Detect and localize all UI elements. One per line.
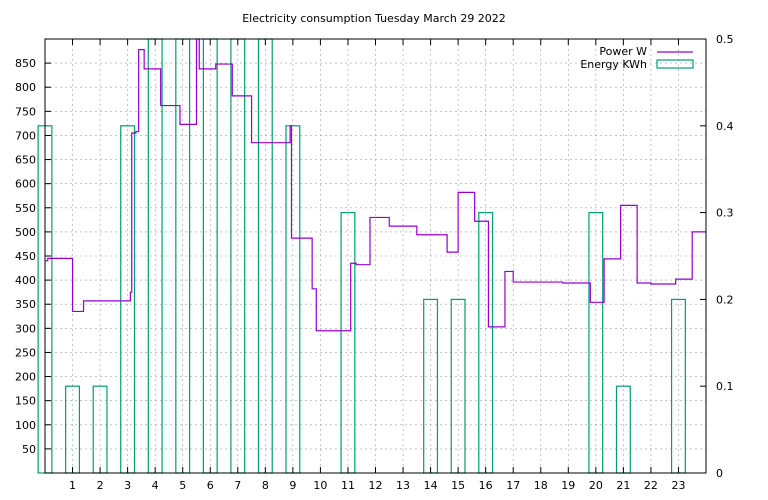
- y-right-tick-label: 0.4: [716, 120, 734, 133]
- y-left-tick-label: 50: [22, 443, 36, 456]
- x-tick-label: 3: [124, 479, 131, 492]
- x-tick-label: 1: [69, 479, 76, 492]
- x-tick-label: 10: [313, 479, 327, 492]
- y-left-tick-label: 200: [15, 371, 36, 384]
- power-line: [45, 38, 706, 332]
- y-left-tick-label: 250: [15, 346, 36, 359]
- x-tick-label: 9: [289, 479, 296, 492]
- legend-swatch-energy: [656, 59, 694, 69]
- y-left-tick-label: 450: [15, 250, 36, 263]
- x-tick-label: 22: [644, 479, 658, 492]
- x-tick-label: 18: [534, 479, 548, 492]
- x-tick-label: 15: [451, 479, 465, 492]
- x-tick-label: 5: [179, 479, 186, 492]
- y-right-tick-label: 0.1: [716, 380, 734, 393]
- x-tick-label: 13: [396, 479, 410, 492]
- grid: [45, 39, 706, 473]
- y-left-tick-label: 700: [15, 129, 36, 142]
- legend-label-power: Power W: [599, 45, 647, 58]
- x-tick-label: 16: [479, 479, 493, 492]
- x-tick-label: 20: [589, 479, 603, 492]
- y-left-tick-label: 400: [15, 274, 36, 287]
- y-left-tick-label: 300: [15, 322, 36, 335]
- y-right-tick-label: 0.2: [716, 293, 734, 306]
- x-tick-label: 6: [207, 479, 214, 492]
- x-tick-label: 11: [341, 479, 355, 492]
- y-right-tick-label: 0.5: [716, 33, 734, 46]
- y-left-tick-label: 750: [15, 105, 36, 118]
- y-left-tick-label: 350: [15, 298, 36, 311]
- energy-bar: [588, 212, 604, 474]
- y-left-tick-label: 500: [15, 226, 36, 239]
- y-left-tick-label: 800: [15, 81, 36, 94]
- axes: 1 2 3 4 5 6 7 8 9 10 11 12 13 14 15 16 17 18 19 20 21 22 23501…: [15, 33, 734, 492]
- x-tick-label: 8: [262, 479, 269, 492]
- y-left-tick-label: 850: [15, 57, 36, 70]
- y-left-tick-label: 550: [15, 202, 36, 215]
- x-tick-label: 7: [234, 479, 241, 492]
- y-right-tick-label: 0: [716, 467, 723, 480]
- y-left-tick-label: 600: [15, 178, 36, 191]
- y-left-tick-label: 650: [15, 154, 36, 167]
- energy-bar: [340, 212, 356, 474]
- y-left-tick-label: 150: [15, 395, 36, 408]
- x-tick-label: 4: [152, 479, 159, 492]
- y-left-tick-label: 100: [15, 419, 36, 432]
- power-w-series: [45, 38, 706, 332]
- legend-label-energy: Energy KWh: [580, 58, 647, 71]
- x-tick-label: 23: [671, 479, 685, 492]
- energy-bar: [478, 212, 494, 474]
- y-right-tick-label: 0.3: [716, 207, 734, 220]
- x-tick-label: 12: [369, 479, 383, 492]
- x-tick-label: 17: [506, 479, 520, 492]
- x-tick-label: 19: [561, 479, 575, 492]
- x-tick-label: 21: [616, 479, 630, 492]
- x-tick-label: 2: [97, 479, 104, 492]
- x-tick-label: 14: [424, 479, 438, 492]
- chart-title: Electricity consumption Tuesday March 29…: [242, 12, 506, 25]
